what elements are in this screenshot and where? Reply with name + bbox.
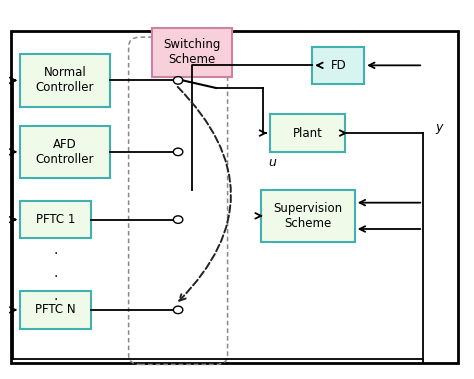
Text: $y$: $y$	[435, 122, 445, 136]
FancyBboxPatch shape	[312, 47, 364, 84]
Circle shape	[173, 77, 183, 84]
Text: .
.
.: . . .	[54, 243, 58, 303]
Circle shape	[173, 148, 183, 156]
Text: PFTC 1: PFTC 1	[36, 213, 75, 226]
FancyBboxPatch shape	[261, 190, 355, 242]
Text: Switching
Scheme: Switching Scheme	[164, 38, 221, 66]
Text: $u$: $u$	[268, 156, 277, 169]
FancyBboxPatch shape	[20, 201, 91, 238]
Text: Plant: Plant	[293, 127, 323, 139]
FancyBboxPatch shape	[20, 125, 110, 178]
Text: Supervision
Scheme: Supervision Scheme	[273, 202, 342, 230]
FancyBboxPatch shape	[20, 291, 91, 329]
Text: FD: FD	[330, 59, 346, 72]
Text: PFTC N: PFTC N	[35, 304, 76, 316]
Text: AFD
Controller: AFD Controller	[36, 138, 94, 166]
Circle shape	[173, 306, 183, 314]
FancyBboxPatch shape	[152, 28, 232, 77]
FancyBboxPatch shape	[20, 54, 110, 107]
FancyBboxPatch shape	[270, 114, 346, 152]
Bar	[11, 31, 458, 363]
Text: Normal
Controller: Normal Controller	[36, 66, 94, 94]
Circle shape	[173, 216, 183, 223]
